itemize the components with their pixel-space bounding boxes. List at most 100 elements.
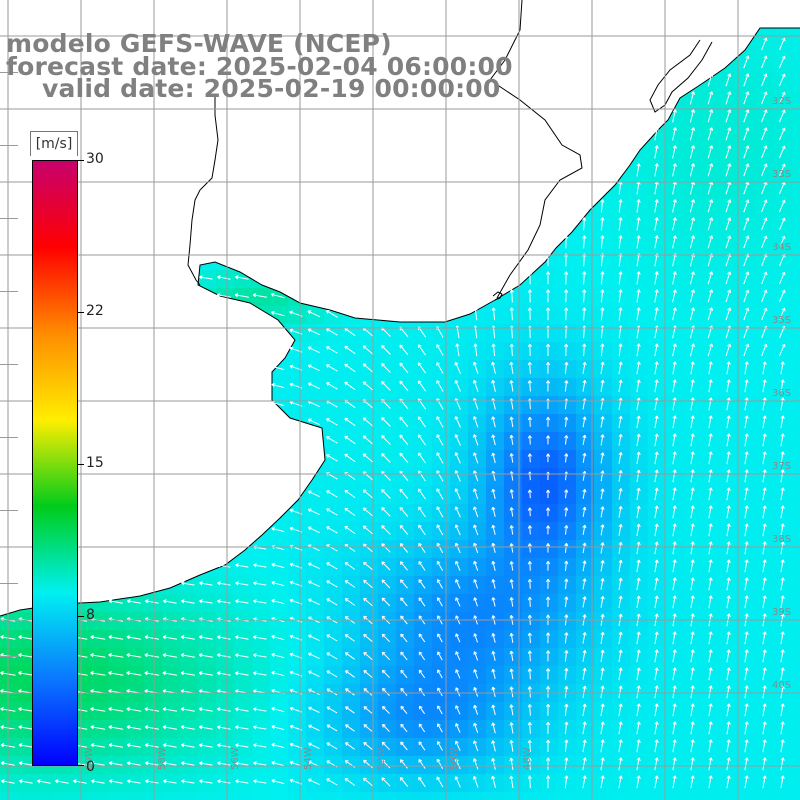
field-cell bbox=[792, 144, 800, 163]
field-cell bbox=[522, 396, 541, 415]
field-cell bbox=[648, 252, 667, 271]
field-cell bbox=[630, 738, 649, 757]
field-cell bbox=[576, 432, 595, 451]
field-cell bbox=[180, 774, 199, 793]
wind-arrow bbox=[761, 109, 768, 123]
field-cell bbox=[738, 378, 757, 397]
field-cell bbox=[720, 216, 739, 235]
field-cell bbox=[648, 144, 667, 163]
field-cell bbox=[612, 234, 631, 253]
field-cell bbox=[144, 702, 163, 721]
field-cell bbox=[756, 666, 775, 685]
field-cell bbox=[270, 648, 289, 667]
field-cell bbox=[684, 414, 703, 433]
field-cell bbox=[144, 666, 163, 685]
field-cell bbox=[738, 792, 757, 800]
field-cell bbox=[702, 108, 721, 127]
field-cell bbox=[216, 702, 235, 721]
field-cell bbox=[522, 792, 541, 800]
field-cell bbox=[288, 360, 307, 379]
field-cell bbox=[720, 234, 739, 253]
field-cell bbox=[756, 252, 775, 271]
field-cell bbox=[468, 450, 487, 469]
field-cell bbox=[594, 702, 613, 721]
field-cell bbox=[666, 198, 685, 217]
field-cell bbox=[162, 630, 181, 649]
field-cell bbox=[126, 612, 145, 631]
field-cell bbox=[738, 504, 757, 523]
field-cell bbox=[720, 774, 739, 793]
field-cell bbox=[612, 288, 631, 307]
field-cell bbox=[594, 450, 613, 469]
field-cell bbox=[558, 306, 577, 325]
field-cell bbox=[774, 414, 793, 433]
field-cell bbox=[468, 432, 487, 451]
field-cell bbox=[522, 414, 541, 433]
field-cell bbox=[108, 702, 127, 721]
field-cell bbox=[306, 522, 325, 541]
field-cell bbox=[756, 594, 775, 613]
field-cell bbox=[558, 414, 577, 433]
field-cell bbox=[612, 540, 631, 559]
field-cell bbox=[234, 594, 253, 613]
latitude-label: 39S bbox=[772, 607, 791, 618]
field-cell bbox=[306, 360, 325, 379]
wind-arrow bbox=[743, 73, 750, 87]
field-cell bbox=[594, 414, 613, 433]
colorbar-tick-label: 30 bbox=[86, 151, 104, 167]
field-cell bbox=[738, 702, 757, 721]
field-cell bbox=[630, 612, 649, 631]
field-cell bbox=[504, 792, 523, 800]
field-cell bbox=[720, 324, 739, 343]
field-cell bbox=[594, 666, 613, 685]
field-cell bbox=[486, 378, 505, 397]
field-cell bbox=[756, 306, 775, 325]
field-cell bbox=[792, 486, 800, 505]
field-cell bbox=[666, 126, 685, 145]
field-cell bbox=[684, 540, 703, 559]
field-cell bbox=[648, 666, 667, 685]
field-cell bbox=[144, 612, 163, 631]
field-cell bbox=[666, 180, 685, 199]
field-cell bbox=[738, 108, 757, 127]
field-cell bbox=[738, 198, 757, 217]
field-cell bbox=[666, 540, 685, 559]
field-cell bbox=[522, 342, 541, 361]
field-cell bbox=[594, 576, 613, 595]
field-cell bbox=[684, 792, 703, 800]
field-cell bbox=[468, 738, 487, 757]
field-cell bbox=[450, 558, 469, 577]
field-cell bbox=[558, 756, 577, 775]
field-cell bbox=[558, 792, 577, 800]
field-cell bbox=[702, 306, 721, 325]
longitude-label: 54W bbox=[303, 747, 314, 770]
field-cell bbox=[756, 72, 775, 91]
field-cell bbox=[702, 576, 721, 595]
field-cell bbox=[594, 288, 613, 307]
latitude-label: 40S bbox=[772, 680, 791, 691]
field-cell bbox=[648, 450, 667, 469]
field-cell bbox=[252, 612, 271, 631]
field-cell bbox=[792, 306, 800, 325]
field-cell bbox=[648, 180, 667, 199]
field-cell bbox=[666, 612, 685, 631]
field-cell bbox=[720, 360, 739, 379]
field-cell bbox=[90, 756, 109, 775]
field-cell bbox=[486, 396, 505, 415]
wind-arrow bbox=[761, 127, 768, 141]
field-cell bbox=[108, 612, 127, 631]
field-cell bbox=[576, 522, 595, 541]
field-cell bbox=[486, 342, 505, 361]
field-cell bbox=[612, 486, 631, 505]
field-cell bbox=[648, 756, 667, 775]
field-cell bbox=[702, 252, 721, 271]
field-cell bbox=[306, 378, 325, 397]
field-cell bbox=[594, 468, 613, 487]
field-cell bbox=[666, 324, 685, 343]
field-cell bbox=[612, 360, 631, 379]
field-cell bbox=[468, 396, 487, 415]
field-cell bbox=[684, 108, 703, 127]
field-cell bbox=[450, 702, 469, 721]
field-cell bbox=[612, 414, 631, 433]
field-cell bbox=[666, 720, 685, 739]
